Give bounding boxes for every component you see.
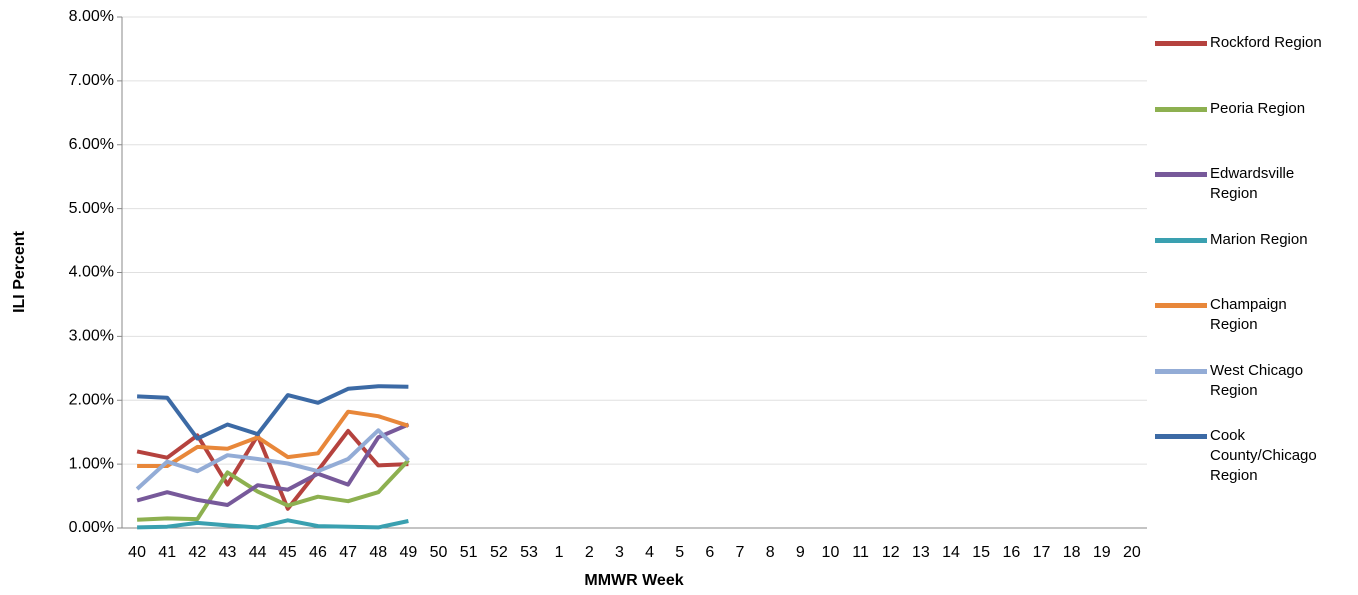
legend-label: Rockford Region xyxy=(1210,34,1322,51)
x-tick-label: 11 xyxy=(852,544,869,561)
x-tick-label: 50 xyxy=(430,544,448,561)
legend-item: West Chicago Region xyxy=(1155,361,1355,401)
legend-swatch xyxy=(1155,434,1207,439)
x-tick-label: 42 xyxy=(188,544,206,561)
x-tick-label: 5 xyxy=(675,544,684,561)
x-tick-label: 43 xyxy=(219,544,237,561)
x-tick-label: 7 xyxy=(736,544,745,561)
x-tick-label: 41 xyxy=(158,544,176,561)
series-line xyxy=(137,458,410,522)
x-tick-label: 1 xyxy=(555,544,564,561)
y-tick-label: 7.00% xyxy=(69,72,114,89)
y-tick-label: 0.00% xyxy=(69,519,114,536)
x-tick-label: 45 xyxy=(279,544,297,561)
x-tick-label: 15 xyxy=(972,544,990,561)
legend-item: Rockford Region xyxy=(1155,33,1355,53)
x-tick-label: 6 xyxy=(705,544,714,561)
series-line xyxy=(137,409,410,468)
y-tick-label: 4.00% xyxy=(69,264,114,281)
x-axis-title: MMWR Week xyxy=(584,572,683,589)
y-tick-label: 6.00% xyxy=(69,136,114,153)
legend-label: West Chicago Region xyxy=(1210,361,1304,399)
legend-item: Marion Region xyxy=(1155,230,1355,250)
x-tick-label: 2 xyxy=(585,544,594,561)
legend-swatch xyxy=(1155,106,1207,112)
x-tick-label: 47 xyxy=(339,544,357,561)
y-tick-label: 8.00% xyxy=(69,8,114,25)
x-tick-label: 8 xyxy=(766,544,775,561)
series-line xyxy=(136,428,409,511)
x-tick-label: 16 xyxy=(1002,544,1020,561)
y-tick-label: 2.00% xyxy=(69,391,114,408)
legend-swatch xyxy=(1155,368,1207,374)
x-tick-label: 13 xyxy=(912,544,930,561)
legend-label: Cook County/Chicago Region xyxy=(1210,427,1317,484)
x-tick-label: 12 xyxy=(882,544,900,561)
series-line xyxy=(137,518,409,530)
legend-label: Marion Region xyxy=(1210,230,1308,248)
legend-swatch xyxy=(1155,172,1207,177)
x-tick-label: 44 xyxy=(249,544,267,561)
legend-label: Edwardsville Region xyxy=(1210,165,1295,202)
y-tick-label: 1.00% xyxy=(69,455,114,472)
x-tick-label: 19 xyxy=(1093,544,1111,561)
x-tick-label: 46 xyxy=(309,544,327,561)
x-tick-label: 4 xyxy=(645,544,654,561)
legend-item: Cook County/Chicago Region xyxy=(1155,426,1355,486)
legend-swatch xyxy=(1155,41,1207,46)
legend-swatch xyxy=(1155,237,1207,243)
x-tick-label: 53 xyxy=(520,544,538,561)
x-tick-label: 48 xyxy=(369,544,387,561)
x-tick-label: 17 xyxy=(1033,544,1051,561)
y-tick-label: 3.00% xyxy=(69,328,114,345)
x-tick-label: 14 xyxy=(942,544,960,561)
legend-item: Peoria Region xyxy=(1155,99,1355,119)
legend-item: Champaign Region xyxy=(1155,295,1355,335)
y-axis-title: ILI Percent xyxy=(11,230,28,312)
legend-label: Peoria Region xyxy=(1210,99,1306,117)
y-tick-label: 5.00% xyxy=(69,200,114,217)
x-tick-label: 49 xyxy=(399,544,417,561)
x-tick-label: 3 xyxy=(615,544,624,561)
x-tick-label: 20 xyxy=(1123,544,1141,561)
x-tick-label: 51 xyxy=(460,544,478,561)
series-line xyxy=(135,428,410,491)
legend-label: Champaign Region xyxy=(1210,296,1287,333)
series-line xyxy=(136,422,410,507)
x-tick-label: 18 xyxy=(1063,544,1081,561)
series-line xyxy=(137,384,409,441)
x-tick-label: 52 xyxy=(490,544,508,561)
legend-swatch xyxy=(1155,303,1207,308)
x-tick-label: 10 xyxy=(822,544,840,561)
x-tick-label: 9 xyxy=(796,544,805,561)
legend-item: Edwardsville Region xyxy=(1155,164,1355,204)
x-tick-label: 40 xyxy=(128,544,146,561)
